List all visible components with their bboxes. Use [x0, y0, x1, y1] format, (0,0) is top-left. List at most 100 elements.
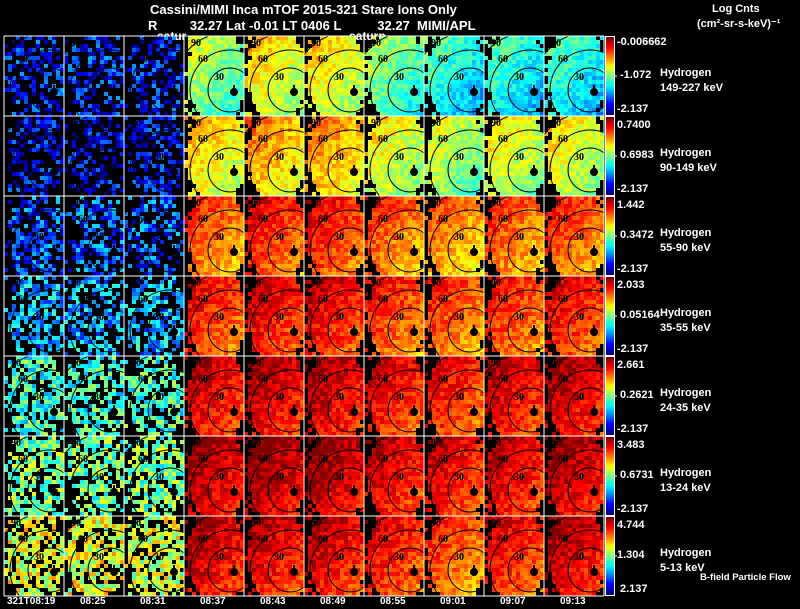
heatmap-cell — [280, 148, 284, 152]
heatmap-cell — [548, 64, 552, 68]
heatmap-cell — [352, 152, 356, 156]
heatmap-cell — [536, 88, 540, 92]
heatmap-cell — [92, 172, 96, 176]
heatmap-cell — [532, 64, 536, 68]
heatmap-cell — [80, 164, 84, 168]
heatmap-cell — [344, 136, 348, 140]
heatmap-cell — [400, 168, 404, 172]
heatmap-cell — [456, 36, 460, 40]
heatmap-cell — [336, 48, 340, 52]
heatmap-cell — [564, 64, 568, 68]
heatmap-cell — [100, 168, 104, 172]
heatmap-cell — [400, 148, 404, 152]
heatmap-cell — [452, 160, 456, 164]
heatmap-cell — [396, 172, 400, 176]
heatmap-cell — [336, 160, 340, 164]
heatmap-cell — [156, 48, 160, 52]
contour-label: 90 — [551, 118, 561, 129]
heatmap-cell — [340, 56, 344, 60]
heatmap-cell — [588, 112, 592, 116]
heatmap-cell — [496, 100, 500, 104]
heatmap-cell — [488, 192, 492, 196]
heatmap-cell — [120, 56, 124, 60]
heatmap-cell — [196, 72, 200, 76]
colorbar-segment — [606, 50, 614, 54]
heatmap-cell — [308, 48, 312, 52]
heatmap-cell — [396, 72, 400, 76]
heatmap-cell — [260, 68, 264, 72]
heatmap-cell — [280, 88, 284, 92]
heatmap-cell — [164, 88, 168, 92]
heatmap-cell — [356, 92, 360, 96]
heatmap-cell — [92, 72, 96, 76]
heatmap-cell — [288, 192, 292, 196]
heatmap-cell — [188, 44, 192, 48]
heatmap-cell — [344, 72, 348, 76]
heatmap-cell — [328, 48, 332, 52]
heatmap-cell — [120, 104, 124, 108]
heatmap-cell — [256, 72, 260, 76]
heatmap-cell — [276, 112, 280, 116]
heatmap-cell — [104, 172, 108, 176]
heatmap-cell — [48, 176, 52, 180]
heatmap-cell — [52, 140, 56, 144]
heatmap-cell — [8, 76, 12, 80]
heatmap-cell — [224, 184, 228, 188]
heatmap-cell — [484, 188, 488, 192]
heatmap-cell — [324, 68, 328, 72]
heatmap-cell — [540, 84, 544, 88]
heatmap-cell — [500, 116, 504, 120]
heatmap-cell — [396, 52, 400, 56]
heatmap-cell — [192, 164, 196, 168]
heatmap-cell — [468, 96, 472, 100]
heatmap-cell — [504, 172, 508, 176]
heatmap-cell — [340, 68, 344, 72]
heatmap-cell — [344, 160, 348, 164]
heatmap-cell — [508, 148, 512, 152]
heatmap-cell — [32, 196, 36, 200]
heatmap-cell — [580, 144, 584, 148]
colorbar-segment — [606, 193, 614, 196]
heatmap-cell — [596, 88, 600, 92]
heatmap-cell — [320, 120, 324, 124]
heatmap-cell — [28, 140, 32, 144]
heatmap-cell — [580, 156, 584, 160]
heatmap-cell — [44, 56, 48, 60]
heatmap-cell — [508, 156, 512, 160]
contour-label: 30 — [454, 72, 464, 83]
heatmap-cell — [172, 80, 176, 84]
heatmap-cell — [560, 64, 564, 68]
heatmap-cell — [116, 140, 120, 144]
heatmap-cell — [216, 68, 220, 72]
heatmap-cell — [464, 76, 468, 80]
heatmap-cell — [232, 140, 236, 144]
heatmap-cell — [64, 56, 68, 60]
heatmap-cell — [568, 164, 572, 168]
heatmap-cell — [276, 192, 280, 196]
heatmap-cell — [300, 164, 304, 168]
heatmap-cell — [224, 176, 228, 180]
heatmap-cell — [196, 188, 200, 192]
heatmap-cell — [388, 168, 392, 172]
heatmap-cell — [388, 176, 392, 180]
heatmap-cell — [232, 148, 236, 152]
heatmap-cell — [348, 136, 352, 140]
heatmap-cell — [536, 184, 540, 188]
saturn-icon — [50, 248, 58, 256]
heatmap-cell — [316, 68, 320, 72]
heatmap-cell — [560, 48, 564, 52]
heatmap-cell — [56, 152, 60, 156]
heatmap-cell — [548, 52, 552, 56]
heatmap-cell — [596, 92, 600, 96]
heatmap-cell — [524, 56, 528, 60]
heatmap-cell — [20, 152, 24, 156]
heatmap-cell — [328, 96, 332, 100]
heatmap-cell — [252, 40, 256, 44]
heatmap-cell — [440, 76, 444, 80]
heatmap-cell — [460, 56, 464, 60]
heatmap-cell — [264, 192, 268, 196]
heatmap-cell — [80, 184, 84, 188]
heatmap-cell — [320, 88, 324, 92]
heatmap-cell — [508, 68, 512, 72]
